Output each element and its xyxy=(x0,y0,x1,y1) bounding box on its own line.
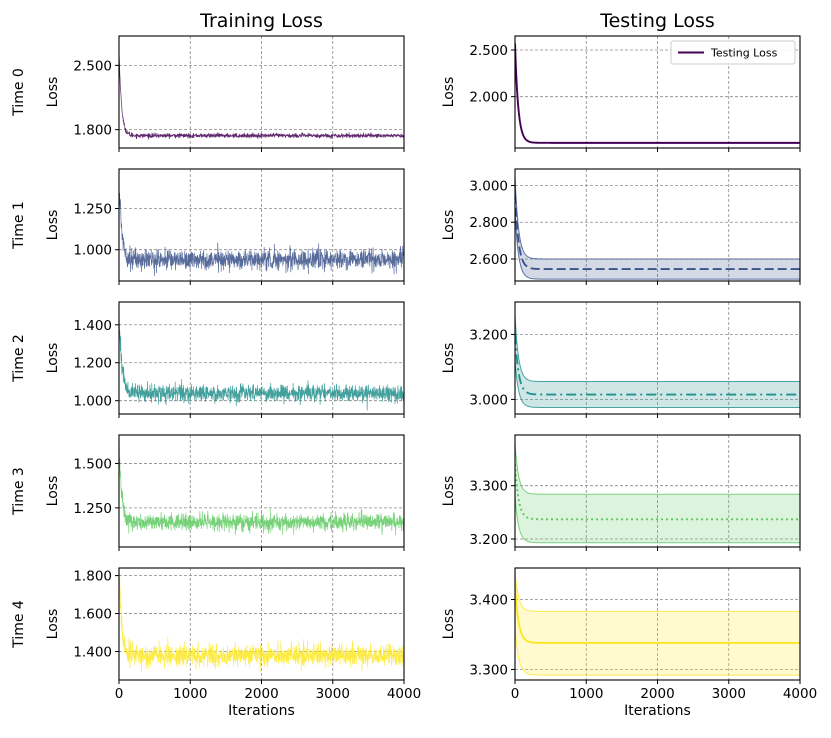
x-tick-label: 1000 xyxy=(173,686,207,702)
y-axis-label: Loss xyxy=(45,77,61,108)
y-tick-label: 1.800 xyxy=(73,123,112,139)
row-label: Time 4 xyxy=(11,600,27,649)
x-axis-label: Iterations xyxy=(624,703,691,719)
band-upper-line xyxy=(515,176,800,260)
y-tick-label: 1.250 xyxy=(73,202,112,218)
legend-box xyxy=(670,40,796,65)
subplot-training-0: 1.800 2.500 Loss Time 0 xyxy=(11,35,405,152)
plot-area xyxy=(515,314,800,409)
subplot-testing-0: 2.000 2.500 Loss Testing Loss xyxy=(441,35,801,152)
band-upper-line xyxy=(515,442,800,495)
y-tick-label: 2.800 xyxy=(469,215,508,231)
subplot-training-2: 1.000 1.200 1.400 Loss Time 2 xyxy=(11,301,405,418)
row-label: Time 3 xyxy=(11,467,27,516)
subplot-testing-4: 0 1000 2000 3000 4000 3.300 3.400 Loss Iteration… xyxy=(441,567,817,719)
band-lower-line xyxy=(515,213,800,280)
subplot-training-1: 1.000 1.250 Loss Time 1 xyxy=(11,168,405,285)
y-tick-label: 1.500 xyxy=(73,456,112,472)
band-lower-line xyxy=(515,627,800,676)
y-axis-label: Loss xyxy=(441,476,457,507)
y-axis-label: Loss xyxy=(45,343,61,374)
y-tick-label: 3.200 xyxy=(469,327,508,343)
y-tick-label: 3.300 xyxy=(469,663,508,679)
subplot-testing-2: 3.000 3.200 Loss xyxy=(441,301,801,418)
y-tick-label: 1.200 xyxy=(73,356,112,372)
y-axis-label: Loss xyxy=(441,609,457,640)
x-tick-label: 2000 xyxy=(640,686,674,702)
subplot-grid: 1.800 2.500 Loss Time 0 2.000 2.500 Loss Testin… xyxy=(11,35,817,719)
row-label: Time 1 xyxy=(11,201,27,250)
legend: Testing Loss xyxy=(670,40,796,65)
subplot-training-4: 0 1000 2000 3000 4000 1.400 1.600 1.800 Loss Iter… xyxy=(11,567,421,719)
y-tick-label: 2.000 xyxy=(469,90,508,106)
band-upper-line xyxy=(515,571,800,612)
series-line xyxy=(515,585,800,644)
column-title-testing: Testing Loss xyxy=(599,10,715,32)
y-tick-label: 1.800 xyxy=(73,569,112,585)
y-tick-label: 3.000 xyxy=(469,179,508,195)
series-line xyxy=(515,334,800,396)
x-tick-label: 3000 xyxy=(712,686,746,702)
y-tick-label: 1.600 xyxy=(73,607,112,623)
series-line xyxy=(515,43,800,144)
x-tick-label: 4000 xyxy=(783,686,817,702)
plot-area xyxy=(119,48,404,140)
series-line xyxy=(119,48,404,140)
y-tick-label: 2.500 xyxy=(469,43,508,59)
y-tick-label: 2.600 xyxy=(469,252,508,268)
x-tick-label: 0 xyxy=(115,686,124,702)
plot-area xyxy=(515,442,800,544)
confidence-band xyxy=(515,571,800,676)
y-tick-label: 1.400 xyxy=(73,645,112,661)
subplot-testing-3: 3.200 3.300 Loss xyxy=(441,434,801,551)
column-title-training: Training Loss xyxy=(199,10,323,32)
y-tick-label: 2.500 xyxy=(73,58,112,74)
x-tick-label: 0 xyxy=(511,686,520,702)
plot-area xyxy=(515,43,800,144)
legend-label: Testing Loss xyxy=(710,47,778,60)
plot-area xyxy=(119,443,404,536)
y-tick-label: 1.000 xyxy=(73,394,112,410)
band-lower-line xyxy=(515,360,800,409)
y-axis-label: Loss xyxy=(441,343,457,374)
y-tick-label: 3.200 xyxy=(469,532,508,548)
series-line xyxy=(119,313,404,411)
subplot-testing-1: 2.600 2.800 3.000 Loss xyxy=(441,168,801,285)
plot-area xyxy=(515,176,800,280)
series-line xyxy=(119,568,404,673)
plot-area xyxy=(119,179,404,276)
x-tick-label: 1000 xyxy=(569,686,603,702)
x-tick-label: 3000 xyxy=(316,686,350,702)
y-tick-label: 3.000 xyxy=(469,392,508,408)
y-tick-label: 1.400 xyxy=(73,318,112,334)
y-axis-label: Loss xyxy=(441,210,457,241)
band-upper-line xyxy=(515,314,800,383)
row-label: Time 0 xyxy=(11,68,27,117)
series-line xyxy=(515,464,800,521)
plot-area xyxy=(119,313,404,411)
y-axis-label: Loss xyxy=(441,77,457,108)
confidence-band xyxy=(515,443,800,543)
subplot-training-3: 1.250 1.500 Loss Time 3 xyxy=(11,434,405,551)
row-label: Time 2 xyxy=(11,334,27,383)
y-tick-label: 1.000 xyxy=(73,243,112,259)
series-line xyxy=(119,179,404,276)
y-tick-label: 1.250 xyxy=(73,501,112,517)
x-axis-label: Iterations xyxy=(228,703,295,719)
plot-area xyxy=(119,568,404,673)
y-axis-label: Loss xyxy=(45,476,61,507)
y-axis-label: Loss xyxy=(45,210,61,241)
plot-area xyxy=(515,571,800,676)
series-line xyxy=(515,194,800,271)
confidence-band xyxy=(515,314,800,408)
x-tick-label: 2000 xyxy=(244,686,278,702)
series-line xyxy=(119,443,404,536)
y-tick-label: 3.300 xyxy=(469,479,508,495)
x-tick-label: 4000 xyxy=(387,686,421,702)
band-lower-line xyxy=(515,496,800,544)
y-tick-label: 3.400 xyxy=(469,593,508,609)
y-axis-label: Loss xyxy=(45,609,61,640)
